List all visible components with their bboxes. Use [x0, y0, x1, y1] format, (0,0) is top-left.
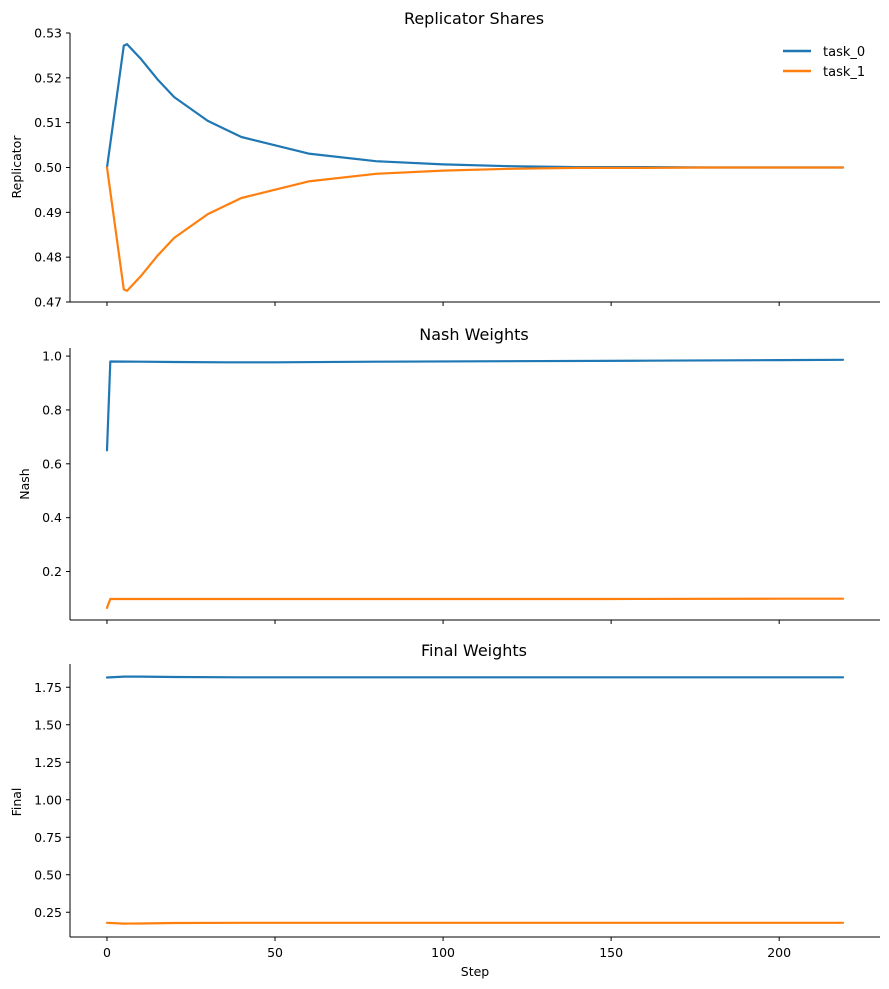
- replicator-y-axis-label: Replicator: [9, 135, 24, 199]
- step-x-axis-label: Step: [461, 964, 490, 979]
- x-tick-label: 0: [103, 945, 111, 960]
- series-line-task-1: [105, 921, 845, 925]
- nash-lines: [105, 358, 845, 610]
- y-tick-label: 0.52: [34, 70, 62, 85]
- replicator-shares-title: Replicator Shares: [404, 9, 544, 28]
- final-y-ticks: 0.25 0.50 0.75 1.00 1.25 1.50 1.75: [34, 680, 70, 920]
- y-tick-label: 0.75: [34, 830, 62, 845]
- series-line-task-1: [105, 166, 845, 292]
- y-tick-label: 0.51: [34, 115, 62, 130]
- y-tick-label: 1.0: [42, 349, 62, 364]
- y-tick-label: 0.50: [34, 867, 62, 882]
- nash-weights-panel: Nash Weights Nash 0.2 0.4 0.6 0.8 1.0: [17, 325, 880, 624]
- legend: task_0 task_1: [783, 45, 865, 80]
- legend-label-task-0: task_0: [823, 45, 865, 60]
- replicator-y-ticks: 0.47 0.48 0.49 0.50 0.51 0.52 0.53: [34, 26, 70, 310]
- series-line-task-0: [105, 43, 845, 169]
- legend-label-task-1: task_1: [823, 65, 865, 80]
- y-tick-label: 0.8: [42, 402, 62, 417]
- final-x-ticks: 0 50 100 150 200: [103, 937, 791, 960]
- series-line-task-0: [105, 358, 845, 452]
- final-weights-title: Final Weights: [421, 641, 527, 660]
- y-tick-label: 0.49: [34, 205, 62, 220]
- final-weights-panel: Final Weights Final Step 0.25 0.50 0.75 1.0…: [9, 641, 880, 979]
- nash-y-ticks: 0.2 0.4 0.6 0.8 1.0: [42, 349, 70, 579]
- y-tick-label: 1.50: [34, 717, 62, 732]
- final-y-axis-label: Final: [9, 788, 24, 817]
- replicator-lines: [105, 43, 845, 292]
- y-tick-label: 0.53: [34, 26, 62, 41]
- x-tick-label: 200: [767, 945, 791, 960]
- y-tick-label: 1.00: [34, 792, 62, 807]
- series-line-task-0: [105, 675, 845, 679]
- y-tick-label: 0.47: [34, 295, 62, 310]
- y-tick-label: 0.48: [34, 250, 62, 265]
- replicator-shares-panel: Replicator Shares Replicator 0.470.480.4…: [9, 9, 880, 310]
- x-tick-label: 50: [267, 945, 283, 960]
- y-tick-label: 0.4: [42, 510, 62, 525]
- series-line-task-1: [105, 597, 845, 610]
- nash-weights-title: Nash Weights: [419, 325, 528, 344]
- y-tick-label: 0.50: [34, 160, 62, 175]
- x-tick-label: 100: [431, 945, 455, 960]
- y-tick-label: 1.75: [34, 680, 62, 695]
- y-tick-label: 0.2: [42, 564, 62, 579]
- nash-y-axis-label: Nash: [17, 468, 32, 499]
- y-tick-label: 1.25: [34, 755, 62, 770]
- y-tick-label: 0.6: [42, 456, 62, 471]
- replicator-x-ticks: [106, 302, 780, 306]
- y-tick-label: 0.25: [34, 905, 62, 920]
- nash-x-ticks: [106, 620, 780, 624]
- x-tick-label: 150: [599, 945, 623, 960]
- final-lines: [105, 675, 845, 925]
